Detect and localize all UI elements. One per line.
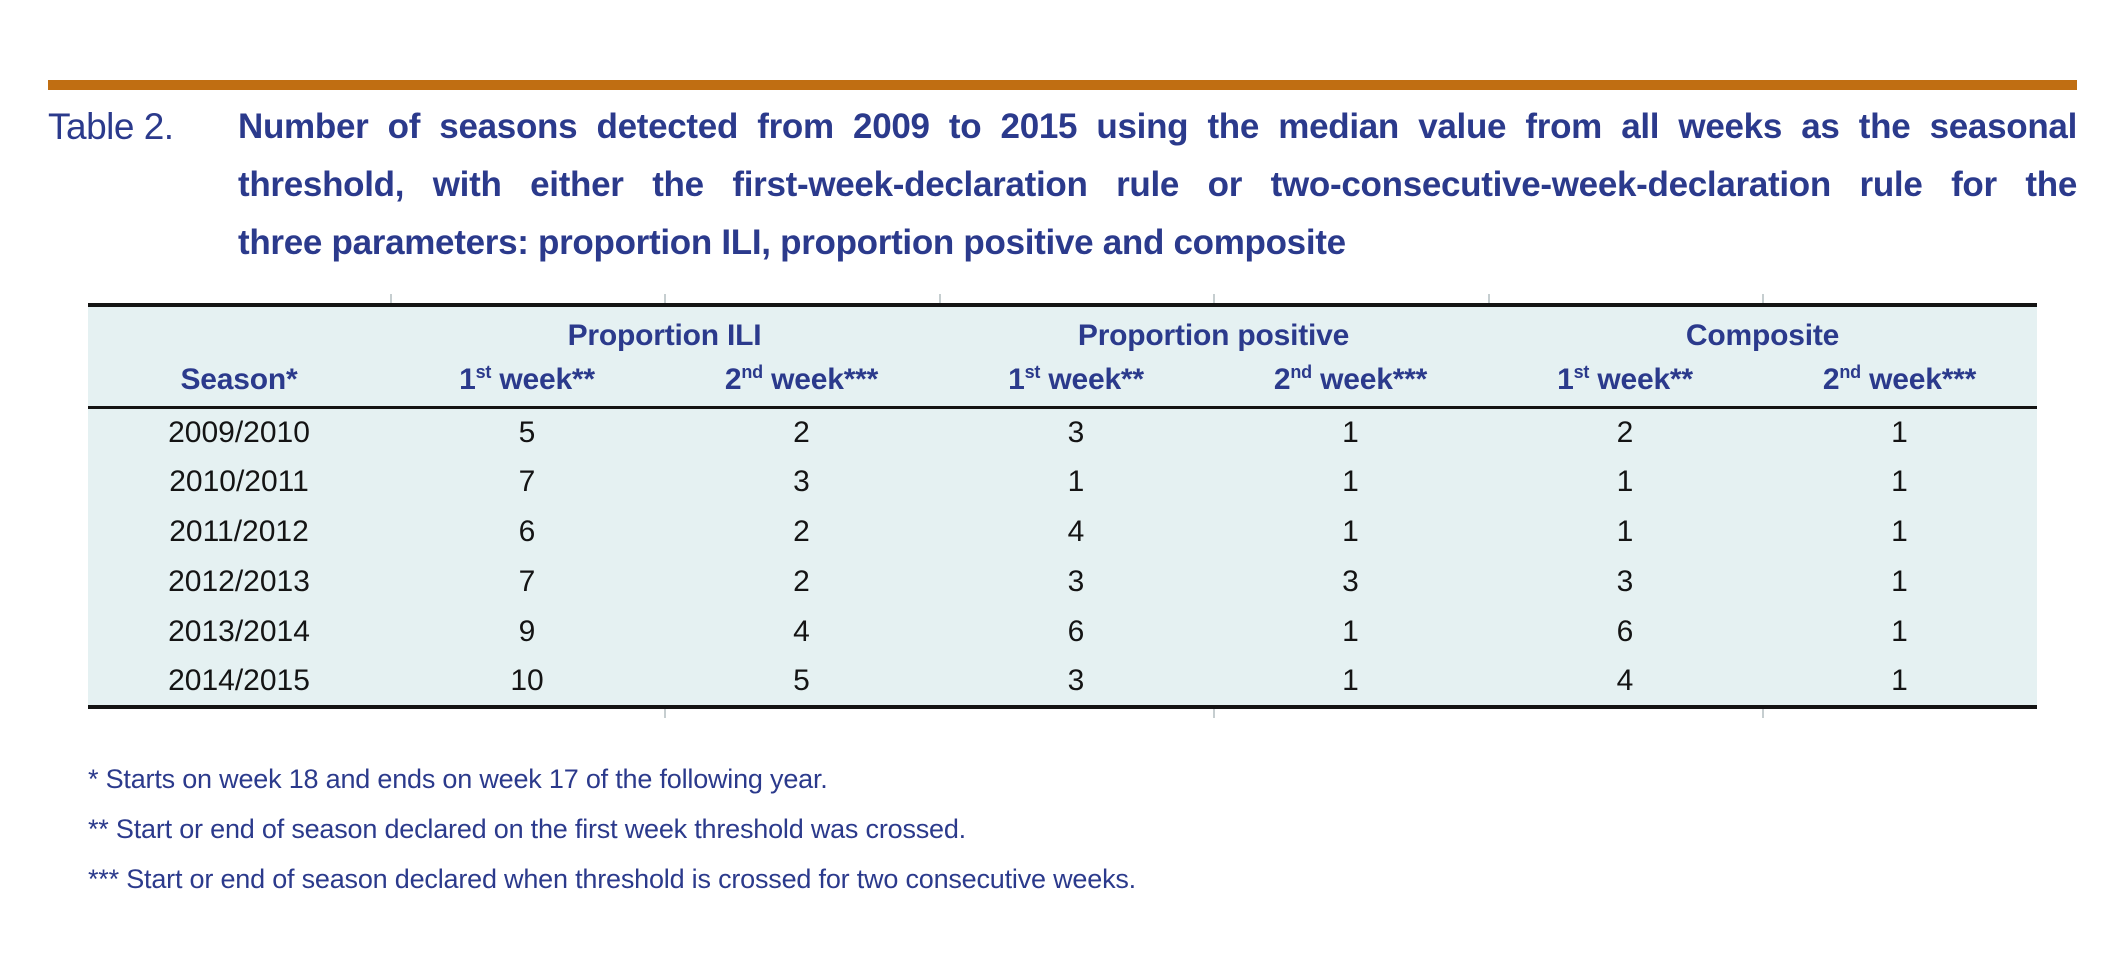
value-cell: 6 xyxy=(1067,615,1085,648)
accent-rule xyxy=(48,80,2077,90)
column-header-first-week: 1st week** xyxy=(939,355,1213,409)
value-cell: 6 xyxy=(518,515,536,548)
value-cell: 10 xyxy=(510,664,544,697)
table-header: Proportion ILI Proportion positive Compo… xyxy=(88,305,2037,409)
season-cell: 2010/2011 xyxy=(169,465,309,498)
value-cell: 5 xyxy=(793,664,810,697)
value-cell: 3 xyxy=(1067,565,1085,598)
ordinal-suffix: st xyxy=(1573,362,1590,383)
column-tick xyxy=(939,294,941,303)
footnotes: * Starts on week 18 and ends on week 17 … xyxy=(88,765,2037,915)
table-title: Number of seasons detected from 2009 to … xyxy=(238,98,2077,272)
column-header-first-week: 1st week** xyxy=(1488,355,1762,409)
column-header-first-week: 1st week** xyxy=(390,355,664,409)
value-cell: 1 xyxy=(1891,465,1908,498)
value-cell: 7 xyxy=(518,465,536,498)
title-line-2: threshold, with either the first-week-de… xyxy=(238,165,2077,204)
column-tick xyxy=(664,294,666,303)
column-tick xyxy=(664,709,666,718)
table-body: 2009/2010 5 2 3 1 2 1 2010/2011 7 3 1 1 … xyxy=(88,407,2037,707)
value-cell: 3 xyxy=(1067,415,1085,449)
season-cell: 2014/2015 xyxy=(168,664,310,697)
column-header-season: Season* xyxy=(88,355,390,409)
table-row: 2011/2012 6 2 4 1 1 1 xyxy=(88,507,2037,557)
value-cell: 1 xyxy=(1891,415,1908,449)
value-cell: 3 xyxy=(1067,664,1085,697)
ordinal-suffix: nd xyxy=(1839,362,1861,383)
value-cell: 4 xyxy=(1616,664,1634,697)
value-cell: 3 xyxy=(1616,565,1634,598)
value-cell: 1 xyxy=(1342,465,1359,498)
value-cell: 2 xyxy=(1616,415,1634,449)
table-label: Table 2. xyxy=(48,106,174,147)
ordinal-suffix: nd xyxy=(741,362,763,383)
value-cell: 1 xyxy=(1616,515,1634,548)
column-tick xyxy=(390,294,392,303)
table-caption: Table 2. Number of seasons detected from… xyxy=(48,98,2077,272)
table-row: 2012/2013 7 2 3 3 3 1 xyxy=(88,557,2037,607)
value-cell: 1 xyxy=(1342,664,1359,697)
group-header-proportion-ili: Proportion ILI xyxy=(567,319,762,352)
value-cell: 3 xyxy=(1342,565,1359,598)
season-cell: 2011/2012 xyxy=(169,515,309,548)
value-cell: 1 xyxy=(1891,565,1908,598)
season-cell: 2012/2013 xyxy=(168,565,310,598)
value-cell: 1 xyxy=(1891,615,1908,648)
value-cell: 2 xyxy=(793,515,810,548)
value-cell: 2 xyxy=(793,565,810,598)
table-row: 2013/2014 9 4 6 1 6 1 xyxy=(88,607,2037,657)
results-table-container: Proportion ILI Proportion positive Compo… xyxy=(88,294,2037,718)
column-tick xyxy=(1762,709,1764,718)
table-row: 2014/2015 10 5 3 1 4 1 xyxy=(88,657,2037,707)
season-cell: 2009/2010 xyxy=(168,415,310,449)
value-cell: 1 xyxy=(1342,615,1359,648)
title-line-1: Number of seasons detected from 2009 to … xyxy=(238,107,2077,146)
results-table: Proportion ILI Proportion positive Compo… xyxy=(88,303,2037,709)
column-tick xyxy=(1213,709,1215,718)
group-header-composite: Composite xyxy=(1685,319,1840,352)
value-cell: 5 xyxy=(518,415,536,449)
footnote-first-week: ** Start or end of season declared on th… xyxy=(88,814,966,844)
value-cell: 1 xyxy=(1342,415,1359,449)
value-cell: 1 xyxy=(1891,664,1908,697)
column-header-second-week: 2nd week*** xyxy=(1762,355,2037,409)
value-cell: 1 xyxy=(1067,465,1085,498)
season-cell: 2013/2014 xyxy=(168,615,310,648)
value-cell: 2 xyxy=(793,415,810,449)
column-tick xyxy=(1213,294,1215,303)
column-header-second-week: 2nd week*** xyxy=(664,355,939,409)
title-line-3: three parameters: proportion ILI, propor… xyxy=(238,223,1346,262)
column-tick xyxy=(1762,294,1764,303)
value-cell: 1 xyxy=(1342,515,1359,548)
value-cell: 3 xyxy=(793,465,810,498)
table-row: 2010/2011 7 3 1 1 1 1 xyxy=(88,457,2037,507)
group-header-proportion-positive: Proportion positive xyxy=(1077,319,1350,352)
ordinal-suffix: nd xyxy=(1290,362,1312,383)
value-cell: 1 xyxy=(1891,515,1908,548)
value-cell: 1 xyxy=(1616,465,1634,498)
footnote-season: * Starts on week 18 and ends on week 17 … xyxy=(88,764,828,794)
group-header-row: Proportion ILI Proportion positive Compo… xyxy=(88,305,2037,355)
column-tick xyxy=(1488,294,1490,303)
value-cell: 4 xyxy=(1067,515,1085,548)
ordinal-suffix: st xyxy=(475,362,492,383)
group-spacer xyxy=(88,305,390,355)
sub-header-row: Season* 1st week** 2nd week*** 1st week*… xyxy=(88,355,2037,409)
column-header-second-week: 2nd week*** xyxy=(1213,355,1488,409)
ordinal-suffix: st xyxy=(1024,362,1041,383)
table-row: 2009/2010 5 2 3 1 2 1 xyxy=(88,407,2037,457)
footnote-second-week: *** Start or end of season declared when… xyxy=(88,864,1136,894)
value-cell: 6 xyxy=(1616,615,1634,648)
value-cell: 4 xyxy=(793,615,810,648)
value-cell: 7 xyxy=(518,565,536,598)
value-cell: 9 xyxy=(518,615,536,648)
